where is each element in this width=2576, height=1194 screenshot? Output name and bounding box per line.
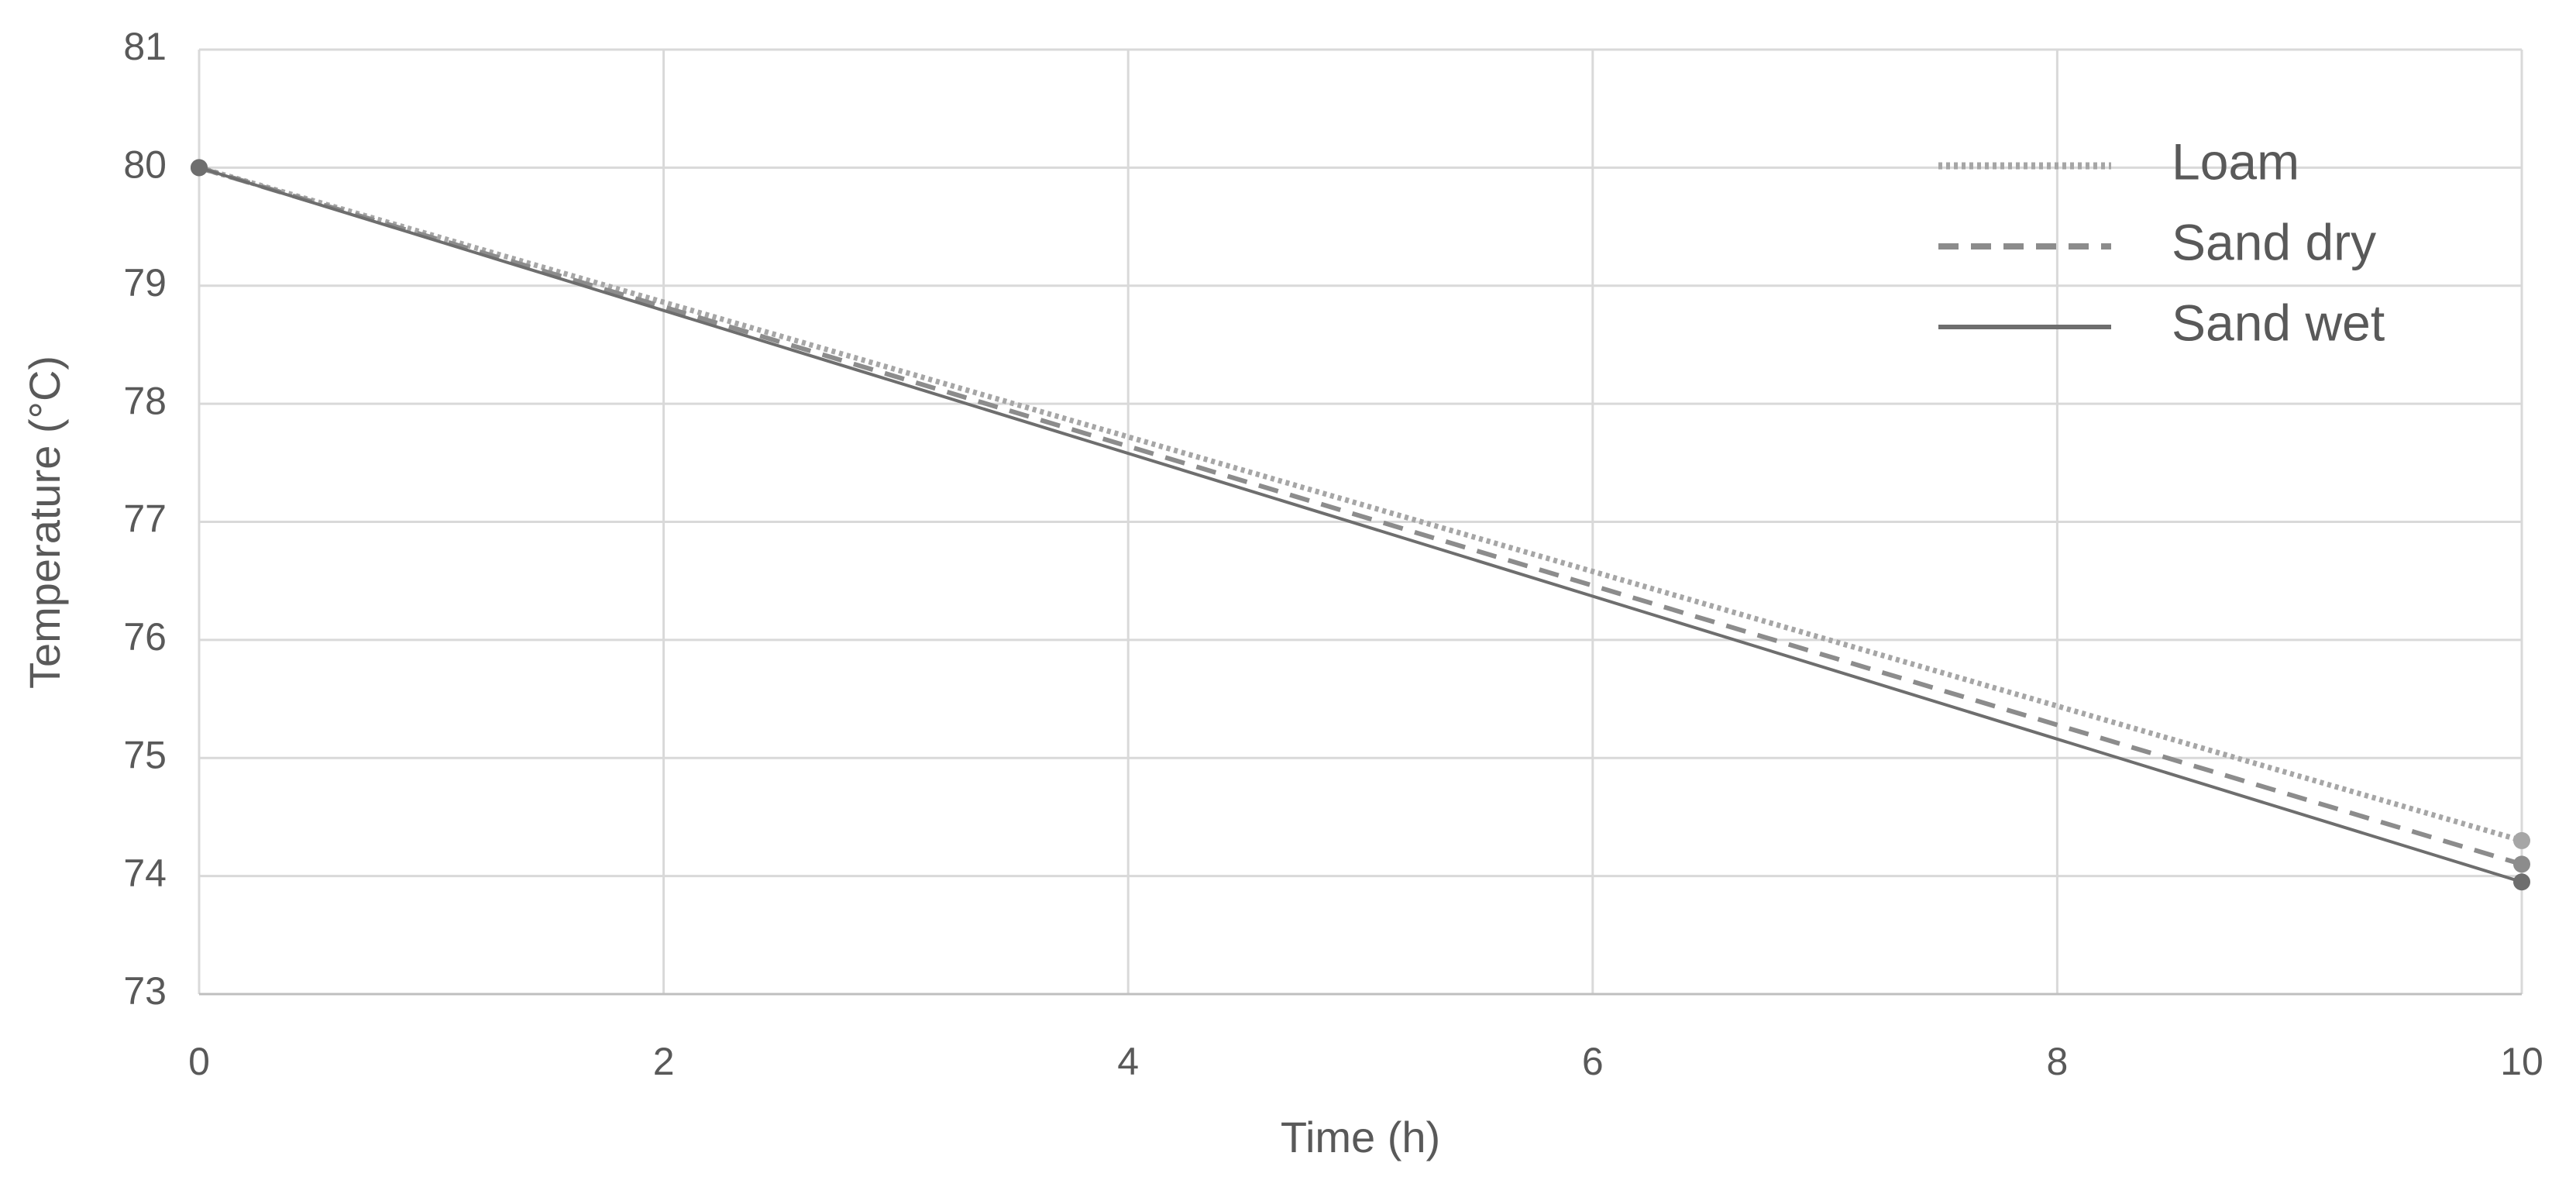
x-tick-label: 0 [188, 1040, 210, 1083]
x-tick-label: 10 [2500, 1040, 2543, 1083]
y-tick-label: 76 [123, 615, 167, 659]
x-tick-label: 4 [1117, 1040, 1139, 1083]
y-tick-label: 81 [123, 25, 167, 68]
x-axis-title: Time (h) [1281, 1113, 1440, 1161]
x-tick-label: 2 [653, 1040, 675, 1083]
y-tick-label: 74 [123, 852, 167, 895]
x-tick-label: 8 [2046, 1040, 2068, 1083]
y-tick-label: 77 [123, 497, 167, 541]
series-line [198, 165, 2523, 867]
y-tick-label: 80 [123, 143, 167, 187]
legend-label: Sand wet [2172, 294, 2385, 351]
point-marker [191, 159, 208, 177]
y-tick-label: 78 [123, 379, 167, 422]
y-tick-label: 75 [123, 733, 167, 776]
series-line [198, 165, 2523, 844]
legend-label: Sand dry [2172, 213, 2376, 270]
legend-label: Loam [2172, 132, 2299, 190]
point-marker [2513, 855, 2530, 873]
point-marker [2513, 873, 2530, 891]
y-tick-label: 73 [123, 969, 167, 1013]
y-axis-title: Temperature (°C) [20, 356, 69, 689]
series-line [198, 166, 2523, 884]
x-tick-label: 6 [1582, 1040, 1604, 1083]
y-tick-label: 79 [123, 261, 167, 305]
point-marker [2513, 831, 2530, 849]
